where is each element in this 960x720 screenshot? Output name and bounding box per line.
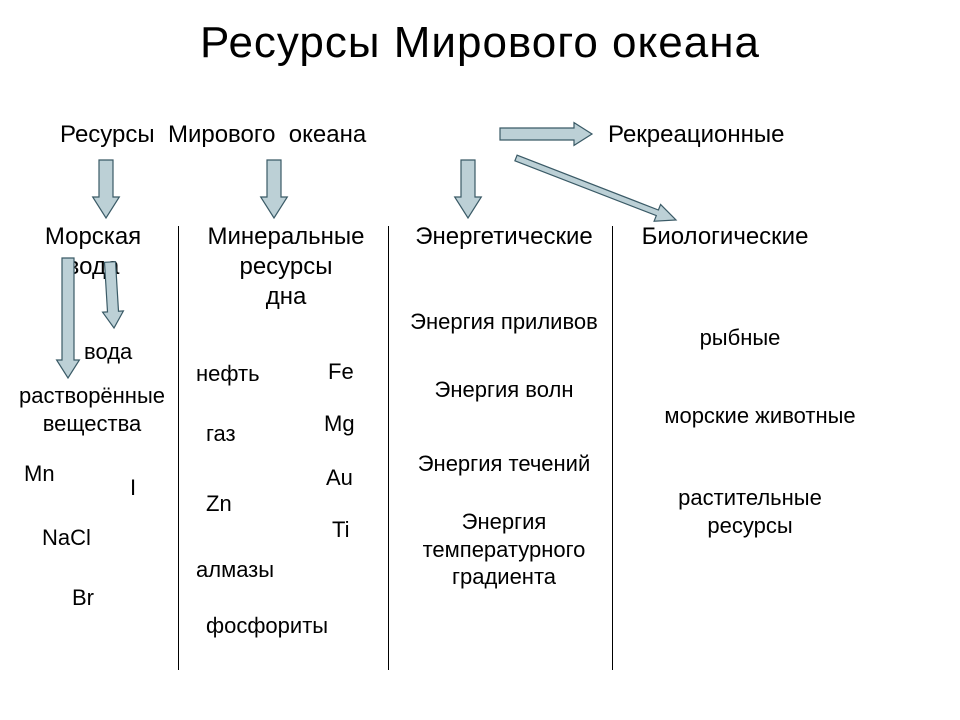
min-mg: Mg [324, 410, 355, 438]
min-phosphorites: фосфориты [206, 612, 328, 640]
el-br: Br [72, 584, 94, 612]
min-au: Au [326, 464, 353, 492]
col-sea-water-header: Морская вода [18, 222, 168, 282]
divider-3 [612, 226, 613, 670]
divider-2 [388, 226, 389, 670]
el-mn: Mn [24, 460, 55, 488]
min-fe: Fe [328, 358, 354, 386]
bio-fish: рыбные [640, 324, 840, 352]
arrows-layer [0, 0, 960, 720]
sea-water-sub-water: вода [84, 338, 132, 366]
bio-plants: растительные ресурсы [640, 484, 860, 539]
min-gas: газ [206, 420, 236, 448]
min-ti: Ti [332, 516, 350, 544]
col-bio-header: Биологические [620, 222, 830, 252]
min-diamonds: алмазы [196, 556, 274, 584]
energy-tides: Энергия приливов [398, 308, 610, 336]
col-mineral-header: Минеральные ресурсы дна [186, 222, 386, 312]
energy-currents: Энергия течений [398, 450, 610, 478]
min-oil: нефть [196, 360, 260, 388]
min-zn: Zn [206, 490, 232, 518]
root-label: Ресурсы Мирового океана [60, 120, 480, 150]
divider-1 [178, 226, 179, 670]
bio-animals: морские животные [640, 402, 880, 430]
el-i: I [130, 474, 136, 502]
page-title: Ресурсы Мирового океана [0, 18, 960, 68]
col-energy-header: Энергетические [396, 222, 612, 252]
sea-water-sub-dissolved: растворённые вещества [12, 382, 172, 437]
recreational-label: Рекреационные [608, 120, 888, 150]
energy-gradient: Энергия температурного градиента [398, 508, 610, 591]
energy-waves: Энергия волн [398, 376, 610, 404]
el-nacl: NaCl [42, 524, 91, 552]
